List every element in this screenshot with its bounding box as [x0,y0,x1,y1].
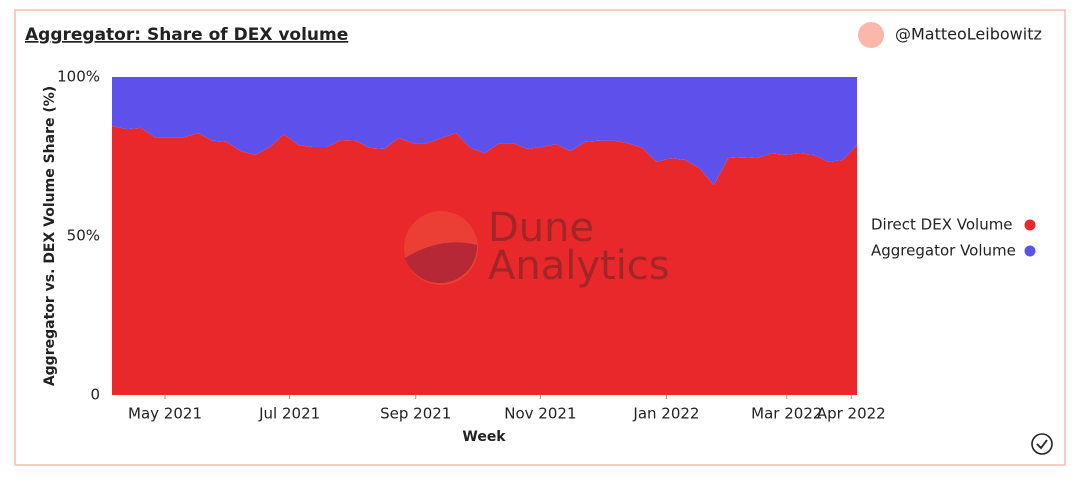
check-icon[interactable] [1031,433,1053,455]
x-tick-label: May 2021 [128,405,202,423]
x-tick-label: Jan 2022 [632,405,699,423]
legend-swatch [1024,245,1036,257]
legend: Direct DEX Volume Aggregator Volume [871,216,1036,260]
x-tick-label: Nov 2021 [504,405,576,423]
watermark-logo [404,211,478,285]
avatar[interactable] [858,22,884,48]
x-tick-label: Apr 2022 [817,405,886,423]
area [112,125,857,396]
chart-title: Aggregator: Share of DEX volume [25,25,348,45]
x-tick-label: Mar 2022 [751,405,822,423]
legend-label: Direct DEX Volume [871,216,1013,234]
y-tick-label: 100% [57,68,100,86]
x-axis-label: Week [462,429,506,445]
watermark-text: Dune [488,205,594,251]
legend-label: Aggregator Volume [871,242,1016,260]
y-tick-label: 50% [67,227,100,245]
area [112,77,857,186]
watermark: Dune Analytics [404,205,670,289]
y-tick-label: 0 [90,386,100,404]
y-axis-label: Aggregator vs. DEX Volume Share (%) [42,86,58,386]
x-tick-label: Sep 2021 [380,405,451,423]
plot [112,77,857,396]
x-tick-label: Jul 2021 [258,405,320,423]
author[interactable]: @MatteoLeibowitz [895,25,1042,44]
watermark-logo [405,242,478,284]
frame [14,9,1066,466]
watermark-text: Analytics [488,243,670,289]
legend-swatch [1024,219,1036,231]
